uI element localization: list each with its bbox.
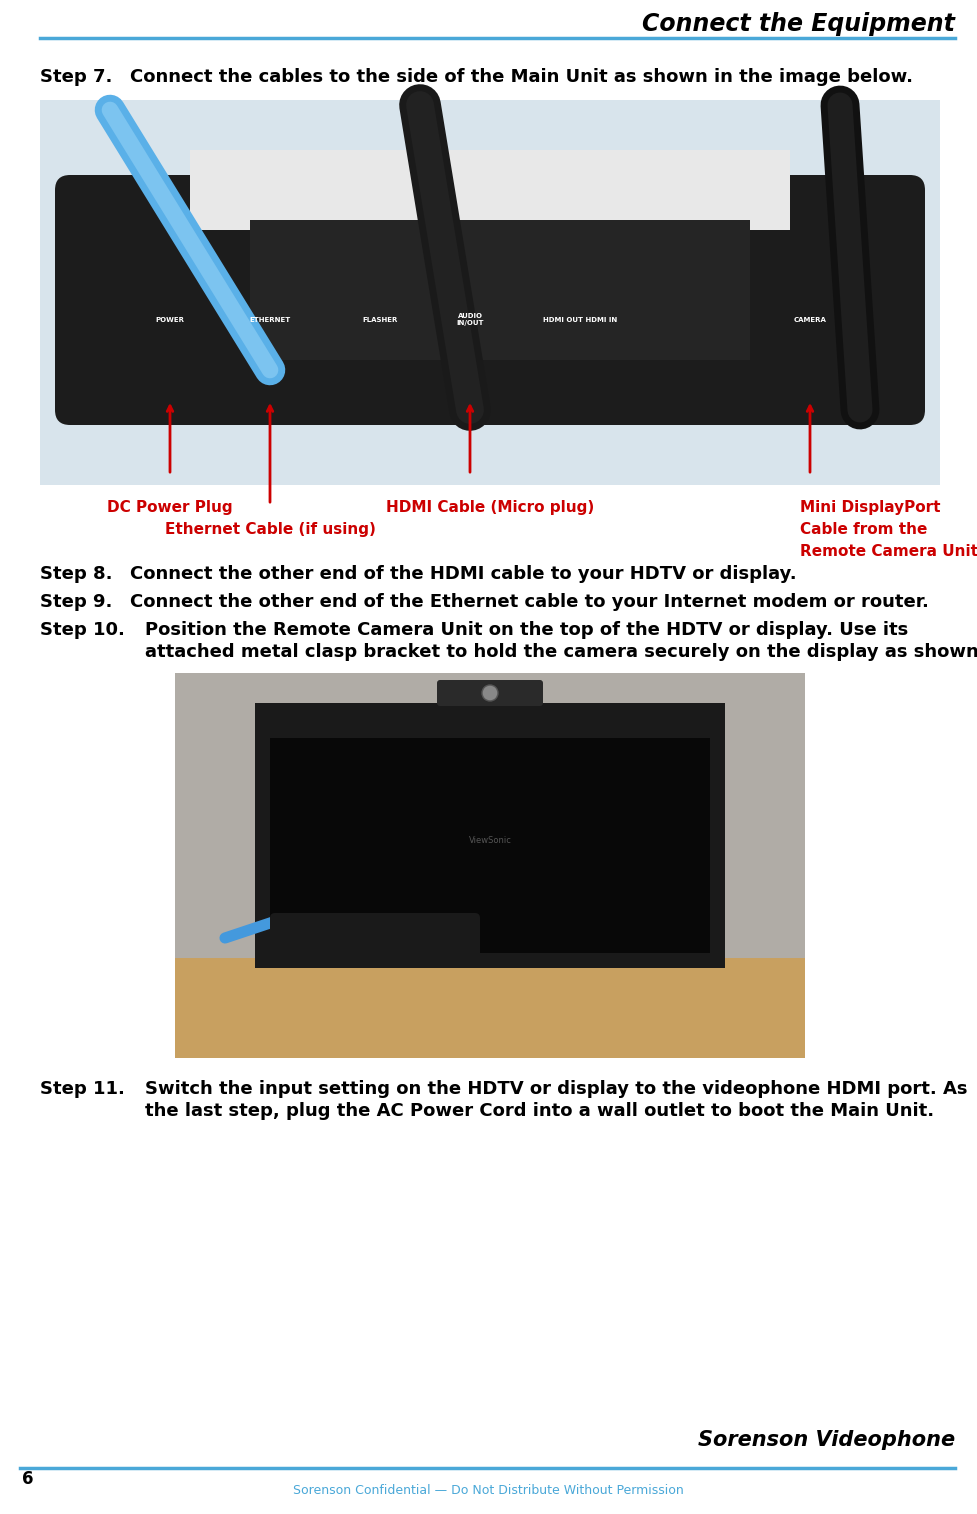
Text: Step 7.: Step 7. xyxy=(40,68,112,86)
Text: FLASHER: FLASHER xyxy=(362,316,398,322)
Bar xyxy=(270,737,710,952)
Text: Switch the input setting on the HDTV or display to the videophone HDMI port. As: Switch the input setting on the HDTV or … xyxy=(145,1079,967,1098)
Text: Connect the Equipment: Connect the Equipment xyxy=(642,12,955,36)
Text: Connect the other end of the HDMI cable to your HDTV or display.: Connect the other end of the HDMI cable … xyxy=(130,565,796,583)
FancyBboxPatch shape xyxy=(270,913,480,958)
Text: Step 8.: Step 8. xyxy=(40,565,112,583)
Text: AUDIO
IN/OUT: AUDIO IN/OUT xyxy=(456,313,484,327)
Text: Step 9.: Step 9. xyxy=(40,593,112,612)
Text: Connect the cables to the side of the Main Unit as shown in the image below.: Connect the cables to the side of the Ma… xyxy=(130,68,913,86)
Bar xyxy=(175,958,805,1058)
Text: Step 10.: Step 10. xyxy=(40,621,125,639)
Text: Cable from the: Cable from the xyxy=(800,522,927,537)
Text: CAMERA: CAMERA xyxy=(793,316,827,322)
Bar xyxy=(250,220,750,360)
Bar xyxy=(40,100,940,484)
Text: Remote Camera Unit: Remote Camera Unit xyxy=(800,544,977,559)
Text: Step 11.: Step 11. xyxy=(40,1079,125,1098)
FancyBboxPatch shape xyxy=(437,680,543,706)
Text: DC Power Plug: DC Power Plug xyxy=(107,500,233,515)
Text: 6: 6 xyxy=(22,1470,33,1488)
Bar xyxy=(175,674,805,1058)
Text: the last step, plug the AC Power Cord into a wall outlet to boot the Main Unit.: the last step, plug the AC Power Cord in… xyxy=(145,1102,934,1120)
Text: Position the Remote Camera Unit on the top of the HDTV or display. Use its: Position the Remote Camera Unit on the t… xyxy=(145,621,909,639)
Text: ViewSonic: ViewSonic xyxy=(469,836,511,845)
Text: HDMI Cable (Micro plug): HDMI Cable (Micro plug) xyxy=(386,500,594,515)
Bar xyxy=(255,702,725,967)
Text: ETHERNET: ETHERNET xyxy=(249,316,290,322)
Circle shape xyxy=(482,684,498,701)
Text: POWER: POWER xyxy=(155,316,185,322)
Text: Sorenson Confidential — Do Not Distribute Without Permission: Sorenson Confidential — Do Not Distribut… xyxy=(293,1484,683,1497)
FancyBboxPatch shape xyxy=(55,176,925,425)
Text: Ethernet Cable (if using): Ethernet Cable (if using) xyxy=(164,522,375,537)
Text: Connect the other end of the Ethernet cable to your Internet modem or router.: Connect the other end of the Ethernet ca… xyxy=(130,593,929,612)
Text: Mini DisplayPort: Mini DisplayPort xyxy=(800,500,941,515)
Text: attached metal clasp bracket to hold the camera securely on the display as shown: attached metal clasp bracket to hold the… xyxy=(145,643,977,662)
Text: HDMI OUT HDMI IN: HDMI OUT HDMI IN xyxy=(543,316,617,322)
Bar xyxy=(190,150,790,230)
Text: Sorenson Videophone: Sorenson Videophone xyxy=(698,1431,955,1450)
